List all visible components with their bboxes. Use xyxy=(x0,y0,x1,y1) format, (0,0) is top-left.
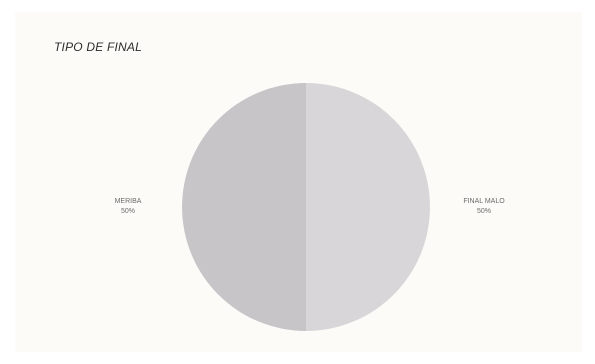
chart-title: TIPO DE FINAL xyxy=(54,40,142,54)
pie-slices xyxy=(182,83,430,331)
slice-label-meriba: MERIBA xyxy=(115,198,142,205)
slice-value-final-malo: 50% xyxy=(477,208,491,215)
slice-label-final-malo: FINAL MALO xyxy=(463,198,505,205)
pie-slice-final-malo xyxy=(306,83,430,331)
pie-slice-meriba xyxy=(182,83,306,331)
pie-labels: FINAL MALO 50% MERIBA 50% xyxy=(115,198,506,215)
slice-value-meriba: 50% xyxy=(121,208,135,215)
